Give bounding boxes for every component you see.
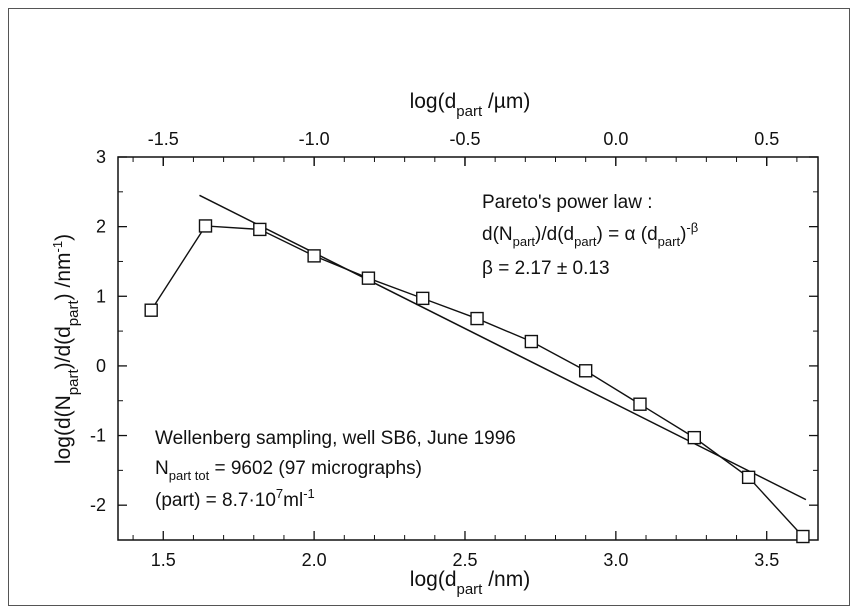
chart-frame	[8, 8, 850, 606]
y-tick-label: 0	[96, 356, 106, 376]
sample-annotation-count: Npart tot = 9602 (97 micrographs)	[155, 458, 422, 483]
x-tick-label: 2.0	[302, 550, 327, 570]
x-tick-label: 3.5	[754, 550, 779, 570]
data-point	[198, 219, 213, 233]
data-point	[633, 397, 647, 411]
data-point	[687, 430, 701, 445]
data-point	[470, 311, 484, 326]
x2-tick-label: -0.5	[449, 129, 480, 149]
x2-tick-label: 0.0	[603, 129, 628, 149]
x2-tick-label: 0.5	[754, 129, 779, 149]
data-point	[741, 470, 756, 485]
x2-axis-label: log(dpart /µm)	[410, 90, 531, 120]
y-tick-label: -1	[90, 426, 106, 446]
x-axis-label: log(dpart /nm)	[410, 568, 530, 598]
x-tick-label: 1.5	[151, 550, 176, 570]
x-tick-label: 3.0	[603, 550, 628, 570]
x2-tick-label: -1.5	[148, 129, 179, 149]
data-point	[144, 303, 158, 317]
y-tick-label: 2	[96, 217, 106, 237]
data-point	[796, 529, 810, 544]
data-point	[578, 364, 593, 378]
data-point	[307, 249, 321, 263]
y-tick-label: -2	[90, 495, 106, 515]
y-tick-label: 3	[96, 147, 106, 167]
x2-tick-label: -1.0	[299, 129, 330, 149]
data-point	[253, 222, 267, 237]
y-tick-label: 1	[96, 286, 106, 306]
data-point	[361, 271, 376, 285]
fit-annotation-title: Pareto's power law :	[482, 192, 652, 213]
x-tick-label: 2.5	[452, 550, 477, 570]
data-point	[416, 291, 430, 306]
y-axis-label: log(d(Npart)/d(dpart) /nm-1)	[50, 234, 82, 464]
data-point	[524, 334, 539, 349]
plot-area	[117, 156, 819, 541]
sample-annotation-title: Wellenberg sampling, well SB6, June 1996	[155, 428, 516, 449]
sample-annotation-concentration: (part) = 8.7·107ml-1	[155, 486, 315, 511]
fit-line	[199, 194, 807, 501]
fit-annotation-formula: d(Npart)/d(dpart) = α (dpart)-β	[482, 220, 698, 249]
fit-annotation-beta: β = 2.17 ± 0.13	[482, 258, 610, 279]
